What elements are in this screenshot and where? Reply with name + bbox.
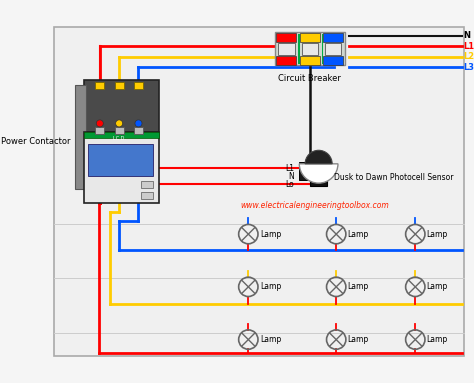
- Text: Dusk to Dawn Photocell Sensor: Dusk to Dawn Photocell Sensor: [335, 172, 454, 182]
- Bar: [276, 56, 296, 64]
- Text: N: N: [288, 172, 294, 181]
- Text: L2: L2: [464, 52, 474, 61]
- Text: Lamp: Lamp: [347, 230, 369, 239]
- Bar: [275, 32, 345, 65]
- Text: Lamp: Lamp: [347, 282, 369, 291]
- Text: L1: L1: [464, 42, 474, 51]
- Text: Lamp: Lamp: [427, 335, 448, 344]
- Bar: [298, 34, 300, 64]
- Bar: [134, 82, 143, 89]
- Text: L1: L1: [285, 164, 294, 173]
- Bar: [84, 132, 159, 138]
- Text: Lo: Lo: [285, 180, 294, 188]
- Text: Lamp: Lamp: [427, 282, 448, 291]
- Bar: [301, 43, 318, 55]
- Text: Circuit Breaker: Circuit Breaker: [278, 74, 341, 83]
- Bar: [300, 56, 320, 64]
- Text: Lamp: Lamp: [260, 335, 281, 344]
- Bar: [299, 162, 310, 180]
- Bar: [84, 132, 159, 203]
- Text: LC D.: LC D.: [113, 136, 126, 141]
- Text: L3: L3: [464, 63, 474, 72]
- Bar: [323, 33, 343, 42]
- Text: N: N: [464, 31, 471, 40]
- Text: Power Contactor: Power Contactor: [1, 137, 71, 146]
- Bar: [310, 159, 328, 186]
- Bar: [115, 127, 124, 134]
- Wedge shape: [305, 150, 332, 164]
- Bar: [95, 127, 104, 134]
- Text: www.electricalengineeringtoolbox.com: www.electricalengineeringtoolbox.com: [240, 201, 389, 211]
- Bar: [141, 192, 154, 199]
- Text: Lamp: Lamp: [347, 335, 369, 344]
- Bar: [323, 56, 343, 64]
- Text: Lamp: Lamp: [260, 230, 281, 239]
- Bar: [300, 33, 320, 42]
- Bar: [134, 127, 143, 134]
- Bar: [141, 181, 154, 188]
- Bar: [276, 33, 296, 42]
- Bar: [278, 43, 295, 55]
- Bar: [88, 144, 154, 176]
- Text: Lamp: Lamp: [260, 282, 281, 291]
- Circle shape: [116, 120, 123, 127]
- Bar: [321, 34, 323, 64]
- Bar: [75, 85, 86, 189]
- Circle shape: [135, 120, 142, 127]
- Wedge shape: [299, 164, 338, 183]
- Text: Lamp: Lamp: [427, 230, 448, 239]
- Bar: [84, 80, 159, 132]
- Circle shape: [96, 120, 103, 127]
- Bar: [115, 82, 124, 89]
- Bar: [95, 82, 104, 89]
- Bar: [325, 43, 341, 55]
